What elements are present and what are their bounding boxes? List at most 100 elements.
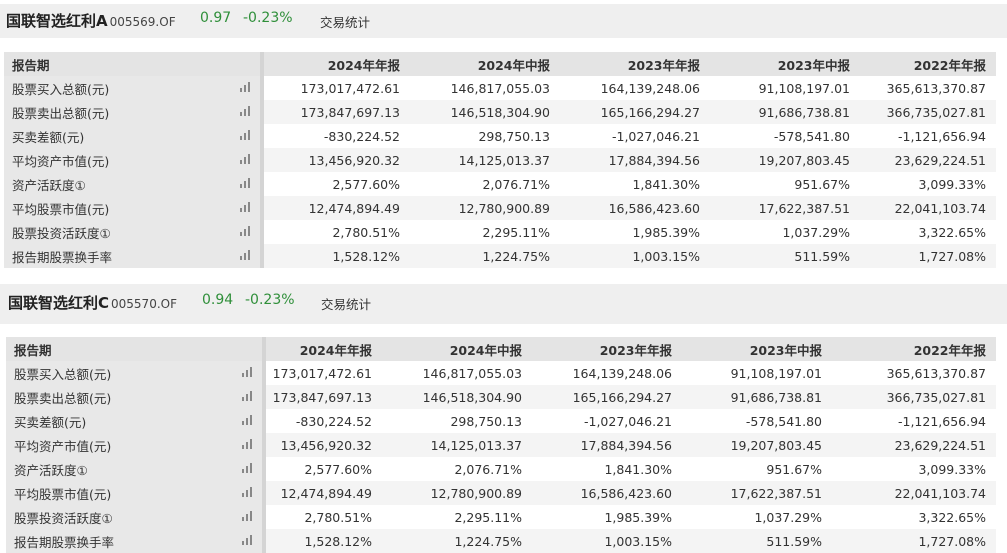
table-cell: 511.59% [682,529,833,553]
table-cell: 3,322.65% [860,220,997,244]
table-cell: -1,121,656.94 [860,124,997,148]
table-cell: 17,884,394.56 [532,433,683,457]
trading-stats-table-a: 报告期 2024年年报 2024年中报 2023年年报 2023年中报 2022年年报 股票… [4,52,997,268]
table-cell: -1,027,046.21 [532,409,683,433]
fund-header-a: 国联智选红利A 005569.OF 0.97 -0.23% 交易统计 [0,4,1007,38]
row-label: 买卖差额(元) [4,124,230,148]
table-cell: 13,456,920.32 [266,433,383,457]
bar-chart-icon[interactable] [230,196,261,220]
table-cell: 146,518,304.90 [382,385,533,409]
table-cell: 2,295.11% [382,505,533,529]
table-cell: 1,528.12% [264,244,411,268]
table-cell: 12,474,894.49 [266,481,383,505]
bar-chart-icon[interactable] [232,385,263,409]
table-cell: 3,099.33% [860,172,997,196]
trade-stats-link[interactable]: 交易统计 [321,297,372,312]
bar-chart-icon[interactable] [232,433,263,457]
trading-stats-table-c: 报告期 2024年年报 2024年中报 2023年年报 2023年中报 2022年年报 股票… [6,337,997,553]
bar-chart-icon[interactable] [230,220,261,244]
bar-chart-icon[interactable] [232,481,263,505]
table-cell: 22,041,103.74 [832,481,997,505]
table-cell: -830,224.52 [266,409,383,433]
row-label: 股票买入总额(元) [6,361,232,385]
table-cell: 365,613,370.87 [832,361,997,385]
fund-header-c: 国联智选红利C 005570.OF 0.94 -0.23% 交易统计 [0,284,1007,324]
column-separator [262,385,267,409]
table-cell: 173,847,697.13 [266,385,383,409]
table-cell: 951.67% [682,457,833,481]
table-header-row: 报告期 2024年年报 2024年中报 2023年年报 2023年中报 2022年年报 [6,337,997,361]
column-header-3: 2023年年报 [532,337,683,361]
table-cell: 91,686,738.81 [682,385,833,409]
table-cell: 365,613,370.87 [860,76,997,100]
table-cell: 146,817,055.03 [410,76,561,100]
table-cell: 146,518,304.90 [410,100,561,124]
bar-chart-icon[interactable] [232,409,263,433]
column-header-5: 2022年年报 [860,52,997,76]
table-cell: 16,586,423.60 [532,481,683,505]
row-label: 资产活跃度① [4,172,230,196]
bar-chart-icon[interactable] [232,457,263,481]
table-cell: 2,577.60% [266,457,383,481]
table-cell: -1,121,656.94 [832,409,997,433]
bar-chart-icon[interactable] [230,76,261,100]
row-label: 资产活跃度① [6,457,232,481]
bar-chart-icon[interactable] [230,148,261,172]
column-header-1: 2024年年报 [266,337,383,361]
table-cell: 12,780,900.89 [382,481,533,505]
row-label: 股票投资活跃度① [6,505,232,529]
column-header-3: 2023年年报 [560,52,711,76]
trade-stats-link[interactable]: 交易统计 [320,15,371,30]
table-cell: 1,037.29% [710,220,861,244]
table-cell: 23,629,224.51 [860,148,997,172]
bar-chart-icon[interactable] [230,124,261,148]
bar-chart-icon[interactable] [230,172,261,196]
table-cell: 1,727.08% [860,244,997,268]
column-separator [262,505,267,529]
column-separator [262,433,267,457]
table-cell: 173,847,697.13 [264,100,411,124]
table-cell: 1,841.30% [560,172,711,196]
fund-name-text: 国联智选红利A [6,12,108,30]
row-label: 股票买入总额(元) [4,76,230,100]
column-separator [262,361,267,385]
fund-name-c: 国联智选红利C 005570.OF [8,292,177,313]
bar-chart-icon[interactable] [230,100,261,124]
table-row: 平均股票市值(元) 12,474,894.49 12,780,900.89 16,58… [6,481,997,505]
bar-chart-icon[interactable] [232,361,263,385]
table-cell: 12,780,900.89 [410,196,561,220]
fund-nav: 0.97 [200,10,232,26]
column-header-period: 报告期 [4,52,261,76]
column-separator [260,172,265,196]
bar-chart-icon[interactable] [230,244,261,268]
table-row: 股票卖出总额(元) 173,847,697.13 146,518,304.90 165… [6,385,997,409]
table-cell: 1,985.39% [560,220,711,244]
table-cell: -578,541.80 [682,409,833,433]
table-cell: 12,474,894.49 [264,196,411,220]
table-cell: 3,322.65% [832,505,997,529]
column-separator [260,76,265,100]
table-row: 平均资产市值(元) 13,456,920.32 14,125,013.37 17,88… [6,433,997,457]
fund-code: 005569.OF [109,15,176,29]
table-cell: 91,108,197.01 [682,361,833,385]
table-cell: 2,780.51% [264,220,411,244]
table-cell: 14,125,013.37 [410,148,561,172]
table-cell: 2,076.71% [410,172,561,196]
table-cell: 91,686,738.81 [710,100,861,124]
table-cell: 1,224.75% [382,529,533,553]
table-cell: 173,017,472.61 [264,76,411,100]
row-label: 平均股票市值(元) [6,481,232,505]
table-row: 股票卖出总额(元) 173,847,697.13 146,518,304.90 165… [4,100,997,124]
table-cell: 164,139,248.06 [532,361,683,385]
bar-chart-icon[interactable] [232,529,263,553]
table-row: 买卖差额(元) -830,224.52 298,750.13 -1,027,046.2… [4,124,997,148]
table-cell: -830,224.52 [264,124,411,148]
row-label: 平均资产市值(元) [4,148,230,172]
table-row: 股票买入总额(元) 173,017,472.61 146,817,055.03 164… [6,361,997,385]
bar-chart-icon[interactable] [232,505,263,529]
table-cell: 19,207,803.45 [710,148,861,172]
table-row: 平均资产市值(元) 13,456,920.32 14,125,013.37 17,88… [4,148,997,172]
table-cell: 2,076.71% [382,457,533,481]
column-separator [260,148,265,172]
table-cell: 173,017,472.61 [266,361,383,385]
